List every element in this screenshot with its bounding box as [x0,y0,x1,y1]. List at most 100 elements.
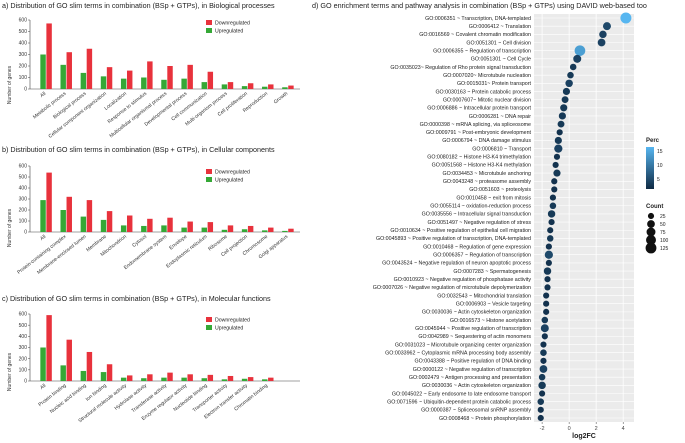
bar-up-11 [262,230,268,232]
bar-down-6 [167,217,173,232]
bar-up-5 [141,225,147,232]
go-term-dot [537,414,544,422]
legend-down-swatch [206,317,212,322]
go-term-dot [565,79,573,88]
panel-d-color-legend: Perc 15 10 5 [646,138,663,189]
bar-down-5 [147,374,153,381]
y-tick-label: 100 [19,75,28,81]
go-term-dot [602,22,611,31]
size-legend-dot [646,235,656,245]
x-tick-label: All [39,91,47,99]
bar-down-1 [66,339,72,381]
go-term-dot [543,300,550,307]
bar-up-12 [282,230,288,232]
size-legend-dot [646,227,656,237]
go-term-label: GO:0006281 ~ DNA repair [469,114,532,120]
go-term-dot [541,316,549,324]
size-legend-dot [647,220,655,228]
go-term-dot [544,284,551,291]
go-term-dot [552,161,559,169]
x-tick-label: Growth [273,91,290,106]
go-term-dot [543,308,550,315]
go-term-dot [547,210,556,218]
y-tick-label: 0 [24,230,27,236]
go-term-dot [620,12,632,24]
bar-up-10 [241,229,248,232]
go-term-dot [558,112,566,120]
go-term-dot [561,96,569,104]
go-term-label: GO:0010468 ~ Regulation of gene expressi… [423,244,531,250]
panel-c-title: c) Distribution of GO slim terms in comb… [2,294,271,303]
go-term-dot [567,71,574,79]
bar-up-8 [201,378,208,381]
bar-up-2 [80,216,87,232]
y-tick-label: 400 [19,186,28,192]
bar-down-8 [207,222,214,232]
go-term-label: GO:0043248 ~ proteasome assembly [443,179,532,185]
go-term-label: GO:0009791 ~ Post-embryonic development [426,130,531,136]
go-term-label: GO:0051603 ~ proteolysis [469,187,531,193]
go-term-label: GO:0006357 ~ Regulation of transcription [433,253,531,259]
panel-d-title: d) GO enrichment terms and pathway analy… [312,1,647,10]
go-term-label: GO:0007020~ Microtubule nucleation [443,73,531,79]
bar-down-10 [247,83,254,89]
go-term-label: GO:0007607~ Mitotic nuclear division [443,97,531,103]
go-term-dot [540,349,547,356]
y-tick-label: 100 [19,368,28,374]
bar-up-3 [100,219,107,232]
go-term-label: GO:0002479 ~ Antigen processing and pres… [409,375,531,381]
bar-up-9 [221,229,228,232]
x-tick-label: Cytosol [131,234,148,249]
go-term-label: GO:0030163 ~ Protein catabolic process [435,89,531,95]
legend-up-swatch [206,177,212,182]
bar-down-5 [147,218,153,232]
bar-down-3 [106,211,113,232]
y-tick-label: 200 [19,64,28,70]
go-term-label: GO:0006794 ~ DNA damage stimulus [442,138,531,144]
panel-b-ylabel: Number of genes [7,208,13,247]
bar-up-11 [262,379,268,381]
y-tick-label: 200 [19,356,28,362]
go-term-dot [544,250,553,259]
y-tick-label: 0 [24,87,27,93]
bar-down-4 [126,375,133,381]
size-legend-value: 100 [660,238,669,244]
go-term-label: GO:0045022 ~ Early endosome to late endo… [392,391,532,397]
color-legend-tick: 15 [657,149,663,155]
bar-down-7 [187,64,193,89]
bar-down-0 [46,315,52,381]
y-tick-label: 300 [19,52,28,58]
go-term-dot [574,45,586,56]
x-tick-label: Nucleic acid binding [49,383,88,415]
legend-down-label: Downregulated [215,21,250,27]
panel-a-title: a) Distribution of GO slim terms in comb… [2,1,275,10]
bar-down-9 [227,82,234,89]
color-legend-title: Perc [646,138,660,144]
x-tick-label: -2 [540,426,545,432]
bar-down-2 [86,351,93,381]
go-term-label: GO:0033962 ~ Cytoplasmic mRNA processing… [385,350,531,356]
x-tick-label: 0 [568,426,571,432]
bar-up-7 [181,377,187,381]
go-term-label: GO:0071596 ~ Ubiquitin-dependent protein… [387,399,531,405]
go-term-dot [547,227,554,234]
panel-c-ylabel: Number of genes [7,352,13,391]
go-term-dot [569,63,577,71]
bar-up-6 [161,225,167,232]
color-legend-tick: 10 [657,163,663,169]
go-term-label: GO:0007026 ~ Negative regulation of micr… [373,285,531,291]
go-term-label: GO:0006903 ~ Vesicle targeting [456,302,531,308]
color-legend-bar [646,147,654,189]
y-tick-label: 500 [19,175,28,181]
go-term-label: GO:0006886 ~ Intracellular protein trans… [427,106,531,112]
bar-up-1 [60,365,66,381]
y-tick-label: 100 [19,219,28,225]
go-term-label: GO:0042989 ~ Sequestering of actin monom… [418,334,531,340]
bar-up-9 [221,379,228,381]
bar-down-7 [187,221,193,232]
size-legend-value: 25 [660,214,666,220]
y-tick-label: 300 [19,345,28,351]
y-tick-label: 600 [19,312,28,318]
bar-up-7 [181,78,187,89]
